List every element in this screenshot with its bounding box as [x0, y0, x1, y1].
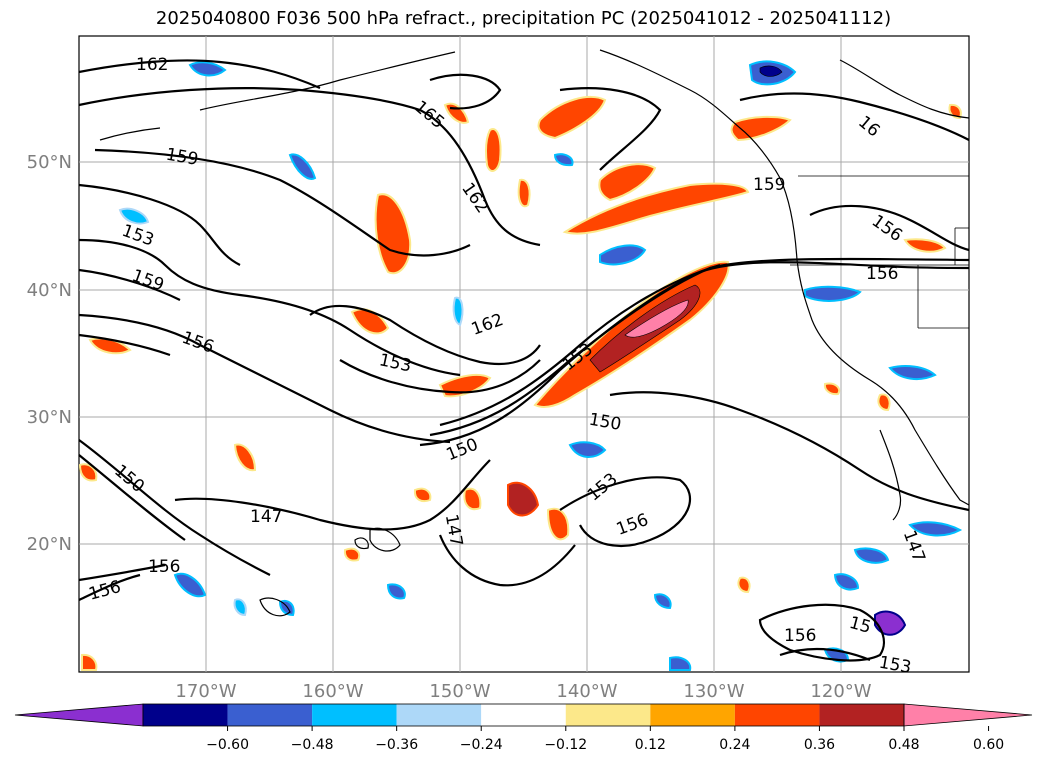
colorbar-tick-label: 0.24 — [719, 737, 750, 753]
colorbar-extend-max — [903, 703, 1033, 727]
lon-label: 140°W — [556, 681, 617, 702]
lon-label: 120°W — [810, 681, 871, 702]
map-title: 2025040800 F036 500 hPa refract., precip… — [155, 8, 892, 29]
lat-label: 30°N — [27, 407, 72, 428]
colorbar-tick-label: −0.24 — [460, 737, 503, 753]
colorbar-frame — [142, 703, 905, 727]
lat-label: 40°N — [27, 280, 72, 301]
colorbar-swatch — [312, 704, 397, 726]
colorbar-swatch — [650, 704, 735, 726]
colorbar-tick-label: 0.60 — [973, 737, 1004, 753]
colorbar-swatch — [565, 704, 651, 726]
colorbar-swatch — [396, 704, 482, 726]
contours — [78, 59, 970, 662]
colorbar-tick-label: 0.48 — [888, 737, 919, 753]
lat-label: 50°N — [27, 152, 72, 173]
colorbar: −0.60 −0.48 −0.36 −0.24 −0.12 0.12 0.24 0.36 0.4… — [14, 703, 1033, 753]
colorbar-swatch — [481, 704, 566, 726]
colorbar-tick-label: −0.48 — [291, 737, 334, 753]
colorbar-tick-label: 0.12 — [635, 737, 666, 753]
contour-label: 156 — [784, 626, 816, 646]
contour-label: 162 — [136, 55, 168, 75]
colorbar-tick-label: −0.36 — [375, 737, 418, 753]
lon-label: 170°W — [175, 681, 236, 702]
lat-label: 20°N — [27, 534, 72, 555]
map-panel: 162 165 159 162 153 159 156 162 153 153 … — [78, 35, 970, 678]
colorbar-tick-label: −0.60 — [206, 737, 249, 753]
contour-label: 147 — [250, 507, 282, 527]
precip-shading — [78, 60, 963, 671]
colorbar-swatch — [227, 704, 313, 726]
contour-label: 153 — [877, 653, 912, 678]
lon-label: 150°W — [429, 681, 490, 702]
colorbar-swatch — [819, 704, 904, 726]
lon-label: 160°W — [302, 681, 363, 702]
colorbar-extend-min — [14, 703, 144, 727]
colorbar-tick-label: −0.12 — [544, 737, 587, 753]
contour-label: 159 — [753, 175, 785, 195]
map-frame — [78, 35, 970, 673]
colorbar-swatch — [143, 704, 228, 726]
colorbar-swatch — [734, 704, 820, 726]
colorbar-tick-label: 0.36 — [804, 737, 835, 753]
lon-label: 130°W — [683, 681, 744, 702]
lon-labels: 170°W 160°W 150°W 140°W 130°W 120°W — [175, 681, 871, 702]
contour-label: 156 — [148, 557, 180, 577]
contour-label: 156 — [866, 264, 898, 284]
lat-labels: 50°N 40°N 30°N 20°N — [27, 152, 72, 555]
